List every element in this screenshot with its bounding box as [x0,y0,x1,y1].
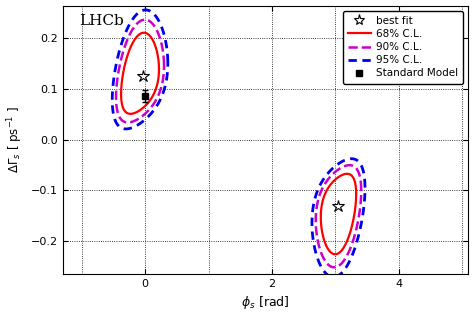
Legend: best fit, 68% C.L., 90% C.L., 95% C.L., Standard Model: best fit, 68% C.L., 90% C.L., 95% C.L., … [343,11,463,84]
Text: LHCb: LHCb [79,14,124,28]
X-axis label: $\phi_s$ [rad]: $\phi_s$ [rad] [241,294,290,311]
Y-axis label: $\Delta\Gamma_s$ [ ps$^{-1}$ ]: $\Delta\Gamma_s$ [ ps$^{-1}$ ] [6,106,25,173]
